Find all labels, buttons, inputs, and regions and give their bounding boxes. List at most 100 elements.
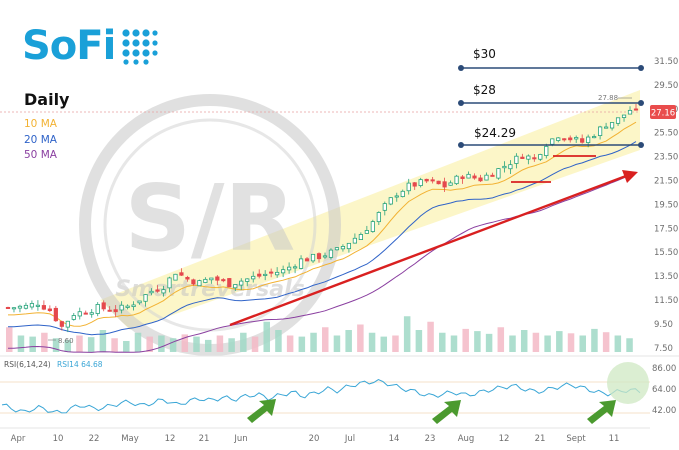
volume-bar [99, 330, 107, 352]
volume-bar [158, 335, 165, 352]
volume-bar [532, 332, 540, 352]
candle-body [239, 280, 244, 286]
candle-body [251, 275, 256, 280]
candle-body [173, 273, 178, 281]
x-tick-label: 21 [535, 434, 546, 444]
ma10-line [8, 121, 637, 327]
x-tick-label: Jun [233, 434, 247, 444]
candle-body [538, 154, 543, 160]
candle-body [454, 175, 459, 185]
sofi-logo: SoFi [22, 26, 158, 66]
candle-body [556, 137, 561, 141]
candle-body [532, 157, 537, 160]
price-tick-label: 19.50 [654, 200, 678, 210]
last-price-badge [650, 105, 676, 119]
high-annotation: 27.88 [598, 94, 618, 102]
candle-body [191, 279, 196, 285]
candle-body [412, 182, 417, 187]
candle-body [502, 165, 507, 169]
candle-body [245, 278, 250, 282]
candle-body [221, 279, 226, 282]
volume-bar [181, 334, 189, 352]
rsi-tick-label: 64.00 [652, 385, 676, 395]
volume-bar [322, 327, 329, 352]
volume-bar [228, 338, 235, 352]
candle-body [508, 164, 513, 170]
price-tick-label: 25.50 [654, 129, 678, 139]
candle-body [544, 145, 549, 157]
candle-body [269, 271, 274, 274]
candle-body [304, 258, 310, 262]
candle-body [394, 195, 399, 198]
candle-body [592, 136, 597, 139]
level-2429-label: $24.29 [474, 126, 516, 140]
candle-body [550, 138, 555, 145]
candle-body [400, 190, 405, 197]
candle-body [209, 277, 214, 281]
x-axis: Apr 10 22 May 12 21 Jun 20 Jul 14 23 Aug 12 21 Sept 11 [11, 434, 620, 444]
candle-body [215, 276, 220, 281]
volume-bar [509, 335, 516, 352]
candle-body [334, 247, 340, 251]
volume-bar [6, 327, 13, 352]
candle-body [131, 304, 136, 308]
volume-bar [216, 335, 224, 352]
candle-body [203, 278, 208, 283]
volume-bar [64, 339, 72, 352]
candle-body [346, 242, 352, 250]
candle-body [77, 311, 82, 317]
candle-body [621, 114, 627, 118]
candle-body [167, 277, 172, 289]
candle-body [358, 234, 363, 240]
low-annotation: 8.60 [58, 337, 74, 345]
legend-50ma: 50 MA [24, 149, 57, 161]
volume-bars [6, 316, 633, 352]
x-tick-label: 12 [165, 434, 176, 444]
candle-body [197, 280, 202, 287]
candle-body [316, 253, 322, 260]
candle-body [352, 237, 357, 244]
volume-bar [556, 331, 563, 352]
green-arrow-3 [587, 400, 616, 424]
candle-body [424, 178, 429, 182]
volume-bar [462, 328, 469, 352]
candle-body [633, 108, 639, 111]
price-tick-label: 23.50 [654, 153, 678, 163]
candle-body [281, 269, 286, 274]
candle-body [5, 306, 11, 309]
candle-body [520, 156, 525, 159]
volume-bar [614, 335, 622, 352]
candle-body [185, 276, 190, 280]
candle-body [615, 117, 621, 124]
rsi-series-label: RSI14 64.68 [57, 360, 103, 369]
candle-body [382, 203, 387, 211]
candle-body [119, 304, 124, 311]
candle-body [59, 321, 64, 327]
volume-bar [427, 321, 434, 352]
x-tick-label: 21 [199, 434, 210, 444]
level-2429: $24.29 [458, 126, 644, 148]
x-tick-label: Sept [566, 434, 586, 444]
x-tick-label: 12 [499, 434, 510, 444]
price-tick-label: 15.50 [654, 248, 678, 258]
volume-bar [76, 335, 83, 352]
sofi-logo-dots-icon [122, 29, 158, 65]
ma50-line [7, 171, 637, 353]
x-tick-label: 11 [609, 434, 620, 444]
price-tick-label: 29.50 [654, 81, 678, 91]
level-28: $28 [458, 83, 644, 106]
rsi-tick-label: 42.00 [652, 406, 676, 416]
rsi-title: RSI(6,14,24) [4, 360, 51, 369]
volume-bar [403, 316, 411, 352]
volume-bar [17, 335, 25, 352]
candle-body [406, 182, 411, 192]
candle-body [179, 272, 184, 276]
ma-legend: 10 MA 20 MA 50 MA [24, 117, 57, 164]
candle-body [328, 249, 334, 258]
candle-body [310, 253, 316, 262]
price-tick-label: 13.50 [654, 272, 678, 282]
volume-bar [520, 330, 528, 352]
volume-bar [52, 338, 60, 352]
candle-body [526, 155, 531, 160]
